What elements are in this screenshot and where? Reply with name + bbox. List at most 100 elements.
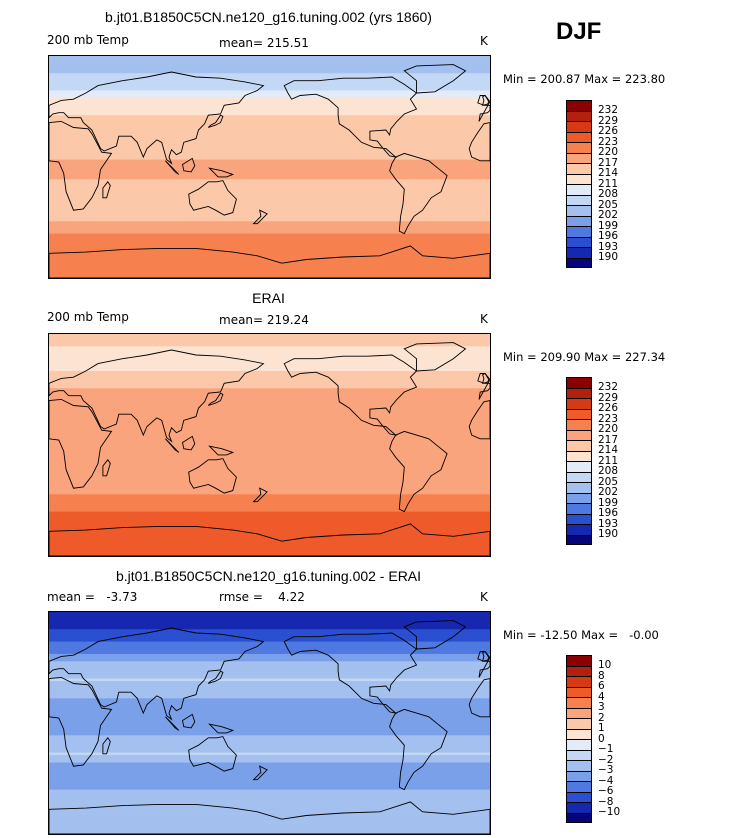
colorbar-swatch	[566, 665, 592, 676]
contour-band	[49, 70, 490, 74]
colorbar-swatch	[566, 398, 592, 409]
colorbar-swatch	[566, 812, 592, 823]
coastline	[389, 152, 448, 235]
contour-band	[49, 801, 490, 805]
contour-band	[49, 619, 490, 623]
colorbar-tick-label: 217	[598, 156, 619, 169]
colorbar-tick-label: 214	[598, 167, 619, 179]
colorbar-swatch	[566, 215, 592, 226]
contour-band	[49, 789, 490, 793]
coastline	[188, 736, 237, 772]
contour-band	[49, 435, 490, 439]
contour-band	[49, 154, 490, 158]
contour-band	[49, 725, 490, 729]
contour-band	[49, 152, 490, 156]
contour-band	[49, 755, 490, 759]
contour-band	[49, 792, 490, 796]
contour-band	[49, 447, 490, 451]
colorbar-swatch	[566, 236, 592, 247]
coastline	[208, 167, 235, 178]
contour-band	[49, 772, 490, 776]
contour-band	[49, 115, 490, 119]
contour-band	[49, 698, 490, 702]
contour-band	[49, 137, 490, 141]
panel3-minmax: Min = -12.50 Max = -0.00	[503, 628, 659, 642]
contour-band	[49, 199, 490, 203]
coastline	[208, 445, 235, 456]
coastline	[207, 392, 224, 406]
contour-band	[49, 275, 490, 278]
contour-band	[49, 469, 490, 473]
contour-band	[49, 661, 490, 665]
coastline	[403, 64, 467, 94]
colorbar-tick-label: 208	[598, 465, 619, 477]
contour-band	[49, 343, 490, 347]
colorbar-tick-label: 223	[598, 412, 619, 425]
contour-band	[49, 732, 490, 736]
colorbar-swatch	[566, 100, 592, 111]
contour-band	[49, 90, 490, 94]
contour-band	[49, 390, 490, 394]
contour-band	[49, 708, 490, 712]
contour-band	[49, 255, 490, 259]
panel3-rmse-label: rmse = 4.22	[219, 590, 305, 604]
contour-band	[49, 334, 490, 338]
contour-band	[49, 204, 490, 208]
colorbar-swatch	[566, 534, 592, 545]
coastline	[481, 650, 490, 662]
panel3-map-svg	[49, 612, 490, 834]
colorbar-swatch	[566, 163, 592, 174]
contour-band	[49, 656, 490, 660]
contour-band	[49, 777, 490, 781]
colorbar-swatch	[566, 492, 592, 503]
contour-band	[49, 218, 490, 222]
contour-band	[49, 449, 490, 453]
contour-band	[49, 169, 490, 173]
contour-band	[49, 459, 490, 463]
coastline	[389, 430, 448, 513]
contour-band	[49, 548, 490, 552]
contour-band	[49, 112, 490, 116]
colorbar-swatch	[566, 419, 592, 430]
contour-band	[49, 452, 490, 456]
contour-band	[49, 809, 490, 813]
contour-band	[49, 794, 490, 798]
colorbar-tick-label: 205	[598, 198, 619, 211]
colorbar-tick-label: 196	[598, 507, 619, 519]
contour-band	[49, 73, 490, 77]
contour-band	[49, 723, 490, 727]
contour-band	[49, 422, 490, 426]
contour-band	[49, 519, 490, 523]
colorbar-tick-label: 1	[598, 722, 605, 734]
coastline	[49, 398, 113, 489]
coastline	[252, 765, 268, 781]
contour-band	[49, 88, 490, 92]
coastline	[283, 76, 418, 158]
coastline	[181, 157, 196, 173]
colorbar-tick-label: 217	[598, 433, 619, 446]
contour-band	[49, 356, 490, 360]
colorbar-swatch	[566, 707, 592, 718]
panel3-map	[48, 611, 491, 835]
contour-band	[49, 440, 490, 444]
contour-band	[49, 506, 490, 510]
colorbar-swatch	[566, 131, 592, 142]
contour-band	[49, 238, 490, 242]
panel1-units-label: K	[480, 34, 488, 48]
contour-band	[49, 245, 490, 249]
coastline	[49, 349, 265, 443]
contour-band	[49, 236, 490, 240]
colorbar-swatch	[566, 184, 592, 195]
contour-band	[49, 710, 490, 714]
colorbar-tick-label: 220	[598, 423, 619, 435]
contour-band	[49, 432, 490, 436]
colorbar-tick-label: 199	[598, 496, 619, 509]
contour-band	[49, 85, 490, 89]
contour-band	[49, 211, 490, 215]
colorbar-swatch	[566, 461, 592, 472]
coastline	[468, 400, 490, 440]
contour-band	[49, 686, 490, 690]
contour-band	[49, 93, 490, 97]
colorbar-swatch	[566, 257, 592, 268]
contour-band	[49, 56, 490, 60]
